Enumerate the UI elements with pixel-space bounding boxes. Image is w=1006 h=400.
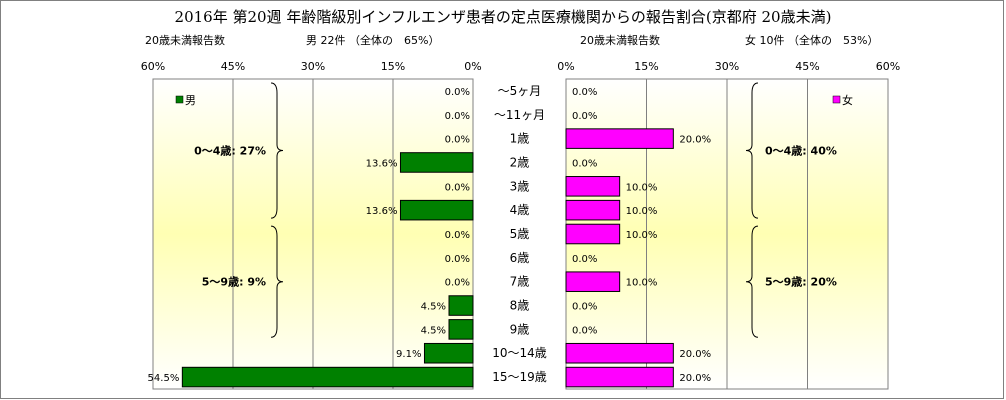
male-data-label: 0.0%	[445, 87, 470, 98]
category-label: 9歳	[510, 322, 530, 336]
chart-title: 2016年 第20週 年齢階級別インフルエンザ患者の定点医療機関からの報告割合(…	[175, 8, 832, 26]
category-label: ～5ヶ月	[498, 84, 542, 98]
male-data-label: 4.5%	[421, 302, 446, 313]
category-label: 15～19歳	[492, 370, 547, 384]
male-summary: 男 22件 （全体の 65%）	[306, 33, 439, 47]
female-bar	[565, 366, 674, 388]
group-brace	[270, 225, 284, 338]
female-bar	[565, 342, 674, 364]
category-label: 3歳	[510, 179, 530, 193]
category-label: 1歳	[510, 132, 530, 146]
male-data-label: 0.0%	[445, 278, 470, 289]
male-data-label: 13.6%	[366, 158, 398, 169]
male-bar	[448, 319, 474, 340]
female-summary: 女 10件 （全体の 53%）	[745, 33, 878, 47]
female-bar	[565, 128, 674, 149]
male-data-label: 4.5%	[421, 325, 446, 336]
male-tick-label: 15%	[381, 60, 405, 73]
male-legend: 男	[175, 94, 196, 107]
male-data-label: 0.0%	[445, 230, 470, 241]
category-label: 10～14歳	[492, 346, 547, 360]
male-bar	[448, 295, 474, 316]
male-bar	[181, 366, 474, 388]
male-data-label: 13.6%	[366, 206, 398, 217]
male-data-label: 9.1%	[396, 349, 421, 360]
category-label: 8歳	[510, 299, 530, 313]
axis-ticks: 60% 45% 30% 15% 0% 0% 15% 30% 45% 60%	[141, 60, 900, 73]
female-tick-label: 15%	[634, 60, 658, 73]
male-age-group-label: 0～4歳: 27%	[194, 144, 266, 158]
group-brace	[745, 225, 759, 338]
female-legend-swatch	[832, 95, 841, 104]
female-tick-label: 45%	[795, 60, 819, 73]
category-label: 2歳	[510, 155, 530, 169]
female-data-label: 0.0%	[572, 254, 597, 265]
female-data-label: 0.0%	[572, 87, 597, 98]
age-groups: 0～4歳: 27% 0～4歳: 40% 5～9歳: 9% 5～9歳: 20%	[194, 82, 837, 338]
category-label: 5歳	[510, 227, 530, 241]
female-data-label: 10.0%	[626, 230, 658, 241]
female-age-group-label: 5～9歳: 20%	[765, 275, 837, 289]
category-label: 4歳	[510, 203, 530, 217]
group-brace	[270, 82, 284, 219]
male-data-label: 54.5%	[148, 373, 180, 384]
male-data-label: 0.0%	[445, 135, 470, 146]
male-bar	[399, 152, 474, 173]
male-count-label: 20歳未満報告数	[145, 34, 225, 47]
male-tick-label: 30%	[301, 60, 325, 73]
female-bar	[565, 271, 621, 292]
female-data-label: 10.0%	[626, 206, 658, 217]
male-data-label: 0.0%	[445, 254, 470, 265]
female-bar	[565, 223, 621, 245]
female-data-label: 0.0%	[572, 158, 597, 169]
female-data-label: 20.0%	[679, 349, 711, 360]
female-bar	[565, 176, 621, 197]
female-tick-label: 0%	[557, 60, 574, 73]
male-age-group-label: 5～9歳: 9%	[202, 275, 266, 289]
category-labels: ～5ヶ月 ～11ヶ月 1歳 2歳 3歳 4歳 5歳 6歳 7歳 8歳 9歳 10～14歳 15～19歳	[492, 84, 547, 384]
female-bar	[565, 199, 621, 221]
female-data-label: 0.0%	[572, 325, 597, 336]
male-bar	[423, 342, 474, 364]
male-tick-label: 0%	[464, 60, 481, 73]
female-legend: 女	[832, 93, 853, 107]
female-data-label: 0.0%	[572, 111, 597, 122]
female-data-label: 0.0%	[572, 302, 597, 313]
group-brace	[745, 82, 759, 219]
female-data-label: 20.0%	[679, 373, 711, 384]
bars	[181, 128, 674, 388]
female-age-group-label: 0～4歳: 40%	[765, 144, 837, 158]
male-data-label: 0.0%	[445, 182, 470, 193]
category-label: 7歳	[510, 275, 530, 289]
male-legend-swatch	[175, 95, 184, 104]
male-tick-label: 60%	[141, 60, 165, 73]
female-legend-label: 女	[842, 93, 853, 107]
male-legend-label: 男	[185, 94, 196, 107]
female-tick-label: 60%	[876, 60, 900, 73]
category-label: 6歳	[510, 251, 530, 265]
female-count-label: 20歳未満報告数	[580, 34, 660, 47]
data-labels: 0.0% 0.0% 0.0% 0.0% 0.0% 20.0% 13.6% 0.0% 0.0% 10…	[148, 87, 712, 384]
female-tick-label: 30%	[715, 60, 739, 73]
female-data-label: 10.0%	[626, 182, 658, 193]
male-bar	[399, 199, 474, 221]
male-tick-label: 45%	[221, 60, 245, 73]
female-data-label: 20.0%	[679, 135, 711, 146]
male-data-label: 0.0%	[445, 111, 470, 122]
category-label: ～11ヶ月	[494, 108, 545, 122]
female-data-label: 10.0%	[626, 278, 658, 289]
